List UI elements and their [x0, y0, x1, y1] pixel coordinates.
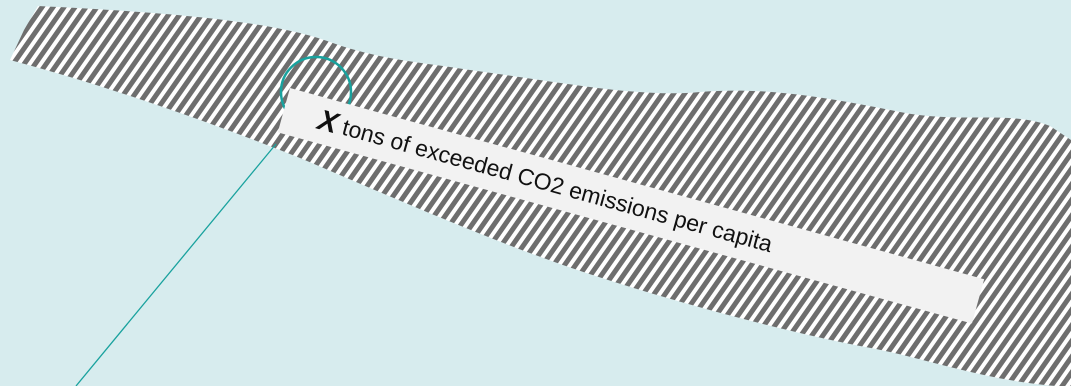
x-marker: X	[314, 103, 342, 140]
callout-leader-line	[75, 143, 277, 386]
